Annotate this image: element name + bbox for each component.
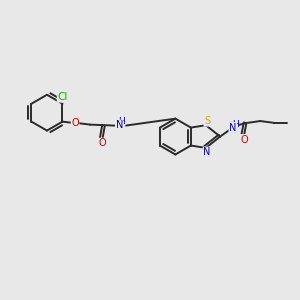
Text: H: H [232, 119, 238, 128]
Text: H: H [118, 117, 125, 126]
Text: O: O [99, 138, 106, 148]
Text: S: S [204, 116, 210, 126]
Text: N: N [203, 147, 211, 157]
Text: O: O [240, 134, 248, 145]
Text: O: O [71, 118, 79, 128]
Text: N: N [116, 120, 123, 130]
Text: Cl: Cl [57, 92, 68, 102]
Text: N: N [229, 123, 236, 133]
